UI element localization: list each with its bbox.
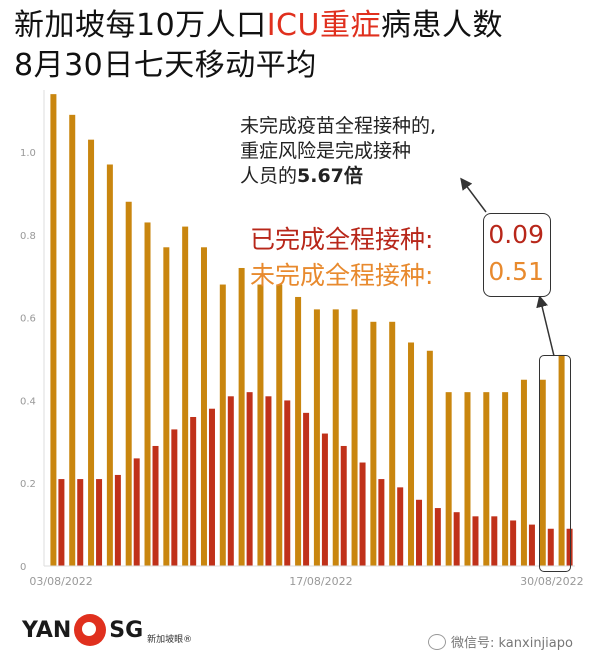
logo-text-right: SG: [109, 617, 144, 643]
bar-series-0: [257, 284, 264, 566]
bar-series-1: [246, 392, 253, 566]
bar-series-1: [528, 524, 535, 566]
bar-series-0: [106, 164, 113, 567]
bar-series-0: [520, 379, 527, 566]
wechat-id: 微信号: kanxinjiapo: [451, 636, 573, 651]
bar-series-0: [88, 139, 95, 567]
bar-series-0: [200, 247, 207, 566]
bar-series-1: [321, 433, 328, 566]
y-tick-label: 1.0: [20, 148, 36, 159]
unvaccinated-value: 0.51: [488, 257, 544, 286]
chart-title: 新加坡每10万人口ICU重症病患人数 8月30日七天移动平均: [14, 6, 503, 86]
logo-text-left: YAN: [22, 617, 72, 643]
bar-series-1: [340, 445, 347, 566]
logo-subtext: 新加坡眼®: [147, 634, 193, 645]
bar-series-1: [171, 429, 178, 566]
legend-vaccinated: 已完成全程接种:: [250, 225, 434, 254]
bar-series-1: [96, 479, 103, 566]
bar-series-0: [464, 392, 471, 566]
bar-series-1: [547, 528, 554, 566]
title-prefix: 新加坡每10万人口: [14, 8, 267, 43]
x-tick-label: 30/08/2022: [520, 575, 583, 588]
y-tick-label: 0: [20, 562, 26, 573]
title-suffix: 病患人数: [380, 8, 503, 43]
bar-series-0: [69, 114, 76, 567]
bar-series-1: [378, 479, 385, 566]
bar-series-1: [77, 479, 84, 566]
bar-series-1: [133, 458, 140, 566]
bar-series-0: [276, 284, 283, 566]
y-tick-label: 0.6: [20, 314, 36, 325]
y-tick-label: 0.8: [20, 231, 36, 242]
bar-series-0: [351, 309, 358, 566]
bar-series-0: [163, 247, 170, 566]
bar-series-1: [58, 479, 65, 566]
annotation-line-3: 人员的5.67倍: [240, 164, 436, 189]
x-tick-label: 17/08/2022: [289, 575, 352, 588]
bar-series-0: [389, 321, 396, 566]
x-tick-label: 03/08/2022: [29, 575, 92, 588]
legend-unvaccinated: 未完成全程接种:: [250, 261, 434, 290]
bar-series-0: [408, 342, 415, 566]
bar-series-1: [416, 499, 423, 566]
bar-series-0: [483, 392, 490, 566]
bar-series-1: [303, 412, 310, 566]
annotation-line-1: 未完成疫苗全程接种的,: [240, 115, 437, 137]
bar-series-0: [445, 392, 452, 566]
bar-series-0: [332, 309, 339, 566]
bar-series-1: [491, 516, 498, 566]
y-tick-label: 0.2: [20, 479, 36, 490]
bar-series-1: [208, 408, 215, 566]
wechat-icon: [428, 633, 446, 650]
annotation-text: 未完成疫苗全程接种的, 重症风险是完成接种 人员的5.67倍: [240, 114, 436, 189]
bar-series-1: [227, 396, 234, 566]
bar-series-1: [359, 462, 366, 566]
bar-series-1: [453, 512, 460, 566]
annotation-line-3-prefix: 人员的: [240, 165, 298, 187]
bar-series-0: [558, 354, 565, 566]
bar-series-1: [397, 487, 404, 566]
bar-series-0: [502, 392, 509, 566]
bar-series-0: [539, 379, 546, 566]
logo-q-icon: [74, 614, 107, 646]
annotation-arrow: [460, 177, 487, 213]
yansg-logo: YAN SG 新加坡眼®: [22, 610, 192, 650]
bar-series-0: [295, 296, 302, 566]
bar-series-1: [472, 516, 479, 566]
bar-series-1: [434, 508, 441, 566]
bar-series-0: [144, 222, 151, 566]
bar-series-0: [219, 284, 226, 566]
bar-series-0: [313, 309, 320, 566]
annotation-line-2: 重症风险是完成接种: [240, 140, 412, 162]
chart-subtitle: 8月30日七天移动平均: [14, 48, 317, 83]
y-tick-label: 0.4: [20, 396, 36, 407]
bar-series-0: [125, 201, 132, 566]
bar-series-0: [238, 267, 245, 566]
bar-series-1: [284, 400, 291, 566]
bar-series-1: [566, 528, 573, 566]
vaccinated-value: 0.09: [488, 220, 544, 249]
latest-values-box: 0.09 0.51: [483, 213, 551, 297]
bar-series-1: [265, 396, 272, 566]
bar-series-1: [510, 520, 517, 566]
title-icu-highlight: ICU重症: [266, 8, 381, 43]
bar-series-0: [426, 350, 433, 566]
risk-ratio: 5.67倍: [297, 165, 363, 187]
bar-series-1: [152, 445, 159, 566]
wechat-watermark: 微信号: kanxinjiapo: [428, 632, 573, 651]
latest-bars-highlight: [539, 355, 571, 572]
highlight-arrow: [536, 295, 555, 357]
bar-series-0: [182, 226, 189, 566]
bar-series-1: [114, 474, 121, 566]
bar-series-0: [50, 94, 57, 566]
bar-series-1: [190, 416, 197, 566]
bar-series-0: [370, 321, 377, 566]
